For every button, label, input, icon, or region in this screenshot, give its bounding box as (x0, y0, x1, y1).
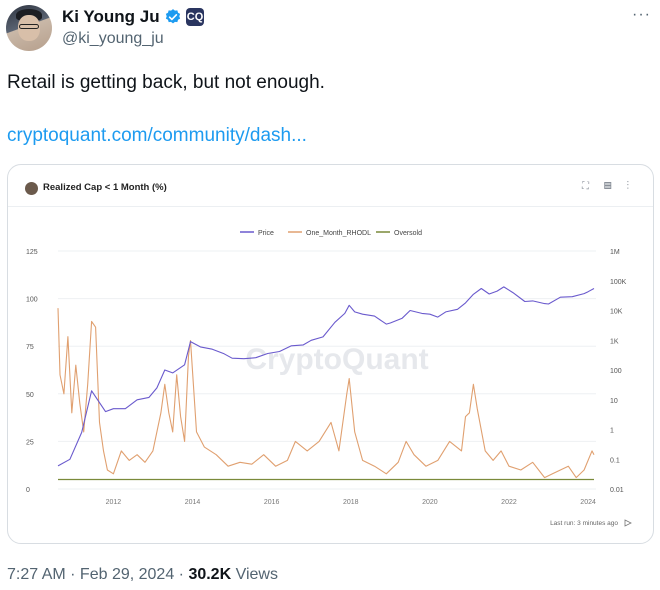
y-right-tick-label: 100 (610, 368, 622, 375)
y-left-tick-label: 125 (26, 249, 38, 256)
y-right-tick-label: 1 (610, 428, 614, 435)
tweet-link[interactable]: cryptoquant.com/community/dash... (7, 125, 307, 146)
y-left-tick-label: 0 (26, 487, 30, 494)
y-right-tick-label: 10 (610, 398, 618, 405)
y-left-tick-label: 75 (26, 344, 34, 351)
y-right-tick-label: 0.01 (610, 487, 624, 494)
chart-watermark: CryptoQuant (245, 343, 428, 376)
tweet-meta: 7:27 AM · Feb 29, 2024 · 30.2K Views (7, 566, 278, 583)
more-options-icon[interactable]: ··· (632, 6, 651, 23)
series-line-price (57, 286, 595, 467)
y-right-tick-label: 1M (610, 249, 620, 256)
y-right-tick-label: 100K (610, 279, 627, 286)
legend-label: Oversold (394, 230, 422, 237)
chart-card[interactable]: Realized Cap < 1 Month (%) ⛶ ▤ ⋮ 125 100 7… (7, 164, 654, 544)
last-run-label: Last run: 3 minutes ago (550, 520, 618, 527)
x-tick-label: 2018 (343, 499, 359, 506)
author-avatar[interactable] (6, 5, 52, 51)
x-tick-label: 2014 (185, 499, 201, 506)
y-right-tick-label: 10K (610, 309, 623, 316)
avatar-glasses (19, 24, 39, 29)
y-left-tick-label: 100 (26, 297, 38, 304)
author-name[interactable]: Ki Young Ju (62, 7, 160, 26)
y-right-tick-label: 0.1 (610, 457, 620, 464)
verified-badge-icon (165, 9, 181, 24)
series-line-one-month-rhodl (57, 308, 595, 479)
chart-source-icon (25, 182, 38, 195)
chart-card-title: Realized Cap < 1 Month (%) (43, 182, 167, 193)
x-tick-label: 2012 (106, 499, 122, 506)
x-tick-label: 2024 (580, 499, 596, 506)
y-left-tick-label: 50 (26, 392, 34, 399)
views-label: Views (235, 566, 278, 583)
tweet-time[interactable]: 7:27 AM (7, 566, 66, 583)
x-tick-label: 2016 (264, 499, 280, 506)
y-right-tick-label: 1K (610, 338, 619, 345)
chart-toolbar-icons[interactable]: ⛶ ▤ ⋮ (581, 181, 635, 192)
author-handle[interactable]: @ki_young_ju (62, 30, 164, 47)
tweet-date[interactable]: Feb 29, 2024 (79, 566, 175, 583)
views-count: 30.2K (188, 566, 232, 583)
affiliate-badge-icon[interactable]: CQ (186, 8, 204, 26)
chart-plot: 125 100 75 50 25 0 1M 100K 10K 1K 100 10 1 0.1 0.01 201… (26, 230, 632, 527)
legend-label: Price (258, 230, 274, 237)
legend-label: One_Month_RHODL (306, 230, 371, 237)
x-tick-label: 2022 (501, 499, 517, 506)
tweet-text: Retail is getting back, but not enough. (7, 72, 325, 93)
chart-card-header: Realized Cap < 1 Month (%) ⛶ ▤ ⋮ (8, 165, 653, 207)
run-play-icon (624, 519, 632, 527)
x-tick-label: 2020 (422, 499, 438, 506)
y-left-tick-label: 25 (26, 439, 34, 446)
